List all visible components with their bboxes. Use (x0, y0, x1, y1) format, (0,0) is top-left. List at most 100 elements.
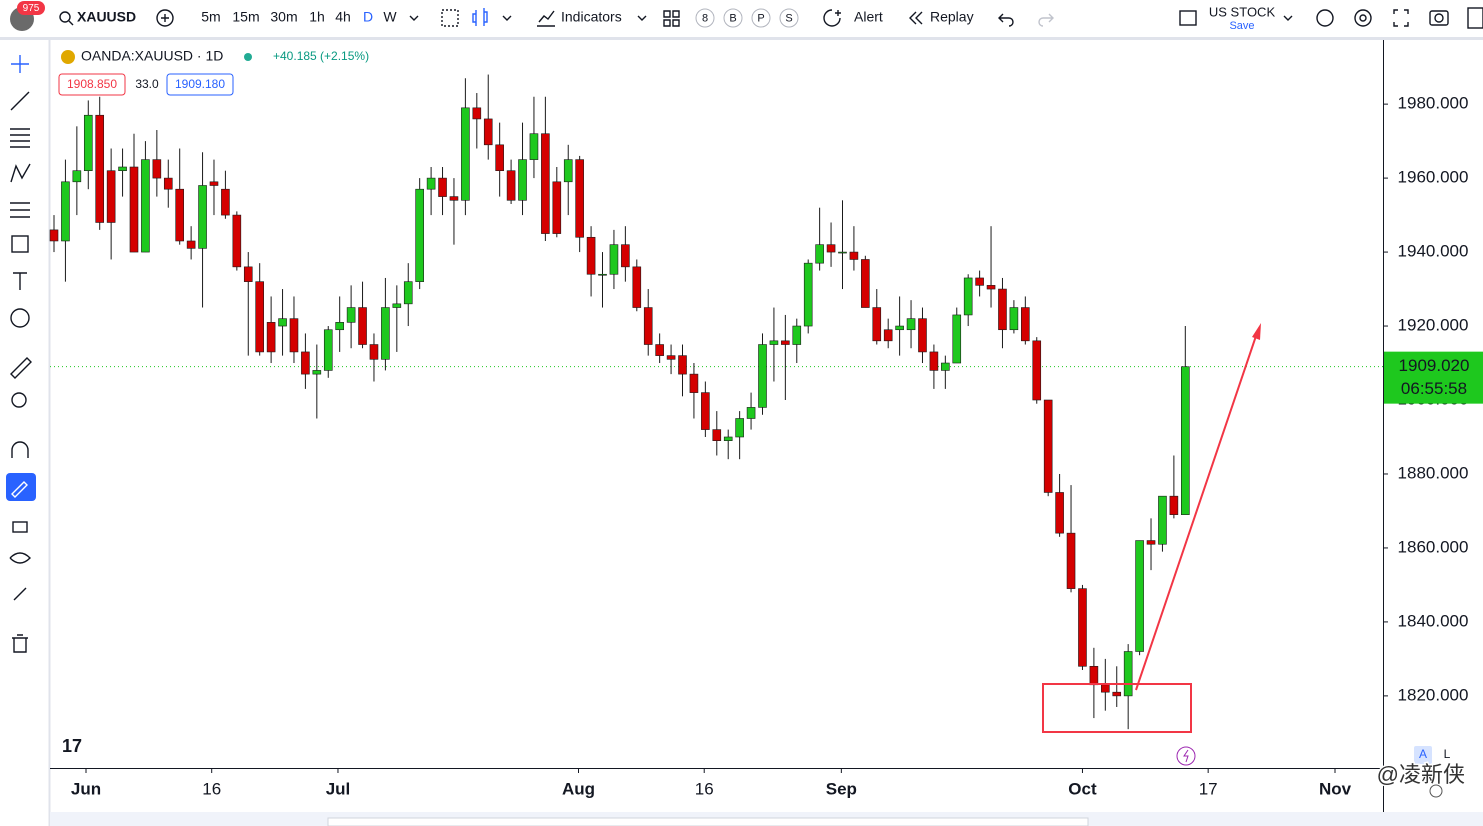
candle-body (369, 344, 379, 360)
search-icon[interactable] (59, 11, 71, 23)
y-tick-label: 1960.000 (1398, 168, 1469, 187)
interval-button[interactable]: 30m (270, 9, 297, 25)
highlight-box[interactable] (1042, 683, 1192, 733)
chart-style-menu[interactable] (502, 15, 512, 21)
candle-body (301, 351, 310, 375)
candle-body (1043, 399, 1053, 493)
candle-body (998, 288, 1007, 331)
screenshot[interactable] (1429, 10, 1449, 26)
replay-button[interactable]: Replay (930, 9, 974, 25)
fib-tool[interactable] (10, 128, 30, 148)
candle-body (701, 392, 710, 430)
candle-body (883, 329, 893, 342)
x-tick-label: Aug (562, 779, 595, 798)
lock-tool[interactable] (12, 521, 28, 533)
layout-name[interactable]: US STOCK (1209, 4, 1276, 19)
hide-tool[interactable] (9, 552, 31, 564)
candle-body (141, 159, 150, 253)
crosshair-tool[interactable] (11, 55, 29, 73)
interval-button[interactable]: D (363, 9, 373, 25)
candle-body (621, 244, 630, 268)
candle-body (746, 407, 756, 419)
layout-circle[interactable] (751, 8, 771, 28)
sell-button[interactable] (58, 73, 126, 96)
quick-search[interactable] (1316, 9, 1334, 27)
candle-body (769, 340, 779, 345)
events-icon[interactable] (1176, 746, 1196, 766)
candle-body (381, 307, 390, 360)
candle-body (175, 188, 185, 242)
candle-body (918, 318, 927, 353)
layout-icon[interactable] (663, 10, 680, 27)
log-scale-label[interactable]: L (1444, 747, 1451, 761)
layout-label: S (785, 12, 792, 24)
layout-checkbox[interactable] (1179, 10, 1197, 26)
symbol-search[interactable]: XAUUSD (77, 9, 136, 25)
candle-body (72, 170, 82, 183)
interval-button[interactable]: 5m (201, 9, 220, 25)
layout-circle[interactable] (723, 8, 743, 28)
candle-body (243, 266, 253, 282)
candle-body (838, 251, 847, 254)
replay-icon[interactable] (909, 11, 923, 25)
axis-settings[interactable] (1429, 784, 1443, 798)
add-symbol[interactable] (156, 9, 174, 27)
drawing-tools (6, 55, 36, 653)
interval-button[interactable]: 1h (309, 9, 325, 25)
buy-button[interactable] (166, 73, 234, 96)
redo[interactable] (1038, 13, 1054, 27)
layout-label: 8 (702, 12, 708, 24)
indicators-menu[interactable] (637, 15, 647, 21)
candle-body (323, 329, 333, 371)
magnet-tool[interactable] (11, 441, 29, 458)
candle-body (415, 188, 424, 282)
candle-body (95, 114, 105, 223)
layout-menu[interactable] (1283, 15, 1293, 21)
fullscreen[interactable] (1393, 9, 1409, 27)
indicators-icon[interactable] (537, 10, 555, 27)
auto-scale[interactable] (1414, 746, 1432, 764)
arrow[interactable] (1135, 332, 1258, 691)
candle-body (61, 181, 70, 242)
save-label[interactable]: Save (1229, 20, 1254, 32)
undo[interactable] (998, 13, 1014, 27)
layout-circle[interactable] (779, 8, 799, 28)
alert-button[interactable]: Alert (854, 9, 883, 25)
candle-body (449, 196, 459, 201)
interval-button[interactable]: 15m (232, 9, 259, 25)
pattern-tool[interactable] (10, 163, 31, 183)
alert-icon[interactable] (823, 9, 841, 27)
ruler-tool[interactable] (10, 357, 32, 379)
candle-body (392, 303, 402, 308)
zoom-tool[interactable] (11, 392, 27, 408)
candle-body (986, 285, 996, 290)
panel-toggle[interactable] (1467, 7, 1483, 29)
shape-tool[interactable] (11, 235, 29, 253)
trendline-tool[interactable] (10, 91, 30, 111)
candle-body (895, 325, 904, 331)
forecast-tool[interactable] (10, 202, 30, 218)
chart-style-icon[interactable] (441, 9, 459, 27)
x-tick-label: 16 (695, 779, 714, 798)
stay-drawing-icon (11, 481, 28, 498)
candle-body (1146, 540, 1156, 545)
emoji-tool[interactable] (10, 308, 30, 328)
interval-menu[interactable] (409, 15, 419, 21)
trash-tool[interactable] (12, 634, 28, 653)
layout-label: B (729, 12, 736, 24)
x-tick-label: Sep (826, 779, 857, 798)
candles-icon[interactable] (472, 8, 488, 26)
interval-button[interactable]: W (383, 9, 397, 25)
candle-body (792, 325, 802, 345)
interval-button[interactable]: 4h (335, 9, 351, 25)
x-tick-label: Jun (71, 779, 101, 798)
text-tool[interactable] (13, 272, 27, 290)
legend-change: +40.185 (+2.15%) (273, 49, 369, 63)
indicators-button[interactable]: Indicators (561, 9, 622, 25)
screenshot-icon (1434, 13, 1444, 23)
settings[interactable] (1354, 9, 1372, 27)
layout-circle[interactable] (695, 8, 715, 28)
link-tool[interactable] (13, 587, 27, 601)
stay-drawing[interactable] (6, 473, 36, 501)
